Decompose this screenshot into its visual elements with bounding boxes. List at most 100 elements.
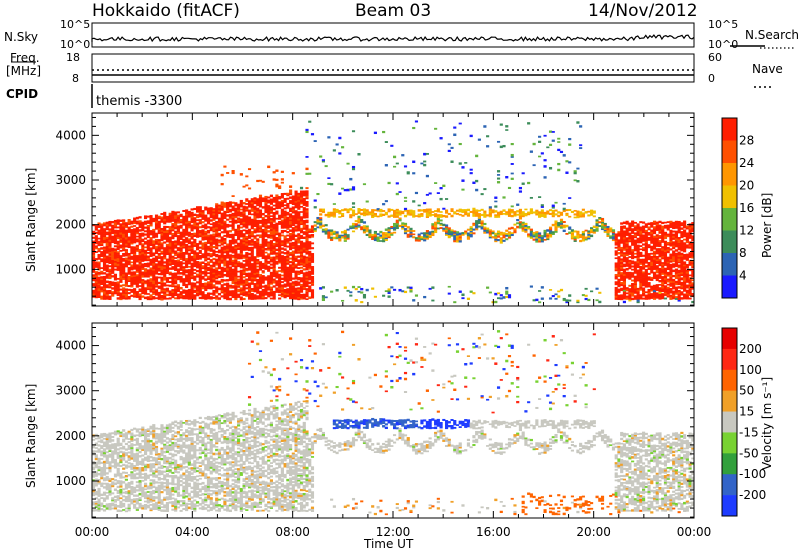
power-cell xyxy=(220,268,224,272)
power-cell xyxy=(620,277,624,280)
power-cell xyxy=(261,270,265,272)
power-cell xyxy=(286,253,290,256)
power-cell xyxy=(141,275,145,278)
power-cell xyxy=(198,276,202,279)
power-cell xyxy=(269,225,273,228)
power-cell xyxy=(258,276,263,278)
power-cell xyxy=(195,206,200,209)
power-cell xyxy=(100,223,104,226)
power-cell xyxy=(92,248,96,252)
power-cell xyxy=(376,240,380,242)
power-cell xyxy=(152,243,156,246)
power-cell xyxy=(494,292,498,296)
power-cell xyxy=(488,213,492,216)
power-cell xyxy=(633,241,637,244)
power-cell xyxy=(152,257,156,260)
power-cell xyxy=(250,289,254,292)
power-cell xyxy=(395,192,399,196)
power-cell xyxy=(562,297,566,300)
power-cell xyxy=(113,256,118,259)
power-cell xyxy=(113,248,118,251)
power-cell xyxy=(179,231,183,235)
power-cell xyxy=(625,240,629,243)
power-cell xyxy=(551,139,555,142)
power-cell xyxy=(149,247,153,250)
power-cell xyxy=(258,284,263,288)
power-cell xyxy=(165,238,170,241)
power-cell xyxy=(247,221,252,224)
power-cell xyxy=(119,236,123,239)
power-cell xyxy=(373,236,377,240)
power-cell xyxy=(160,267,164,271)
power-cell xyxy=(198,226,202,229)
power-cell xyxy=(258,236,263,239)
power-cell xyxy=(212,208,216,210)
power-cell xyxy=(384,238,388,241)
power-cell xyxy=(187,293,191,297)
power-cell xyxy=(272,211,276,215)
power-cell xyxy=(622,268,626,271)
power-cell xyxy=(595,221,599,224)
power-cell xyxy=(108,256,112,259)
power-cell xyxy=(182,297,186,300)
power-cell xyxy=(289,267,293,270)
power-cell xyxy=(223,251,227,254)
power-cell xyxy=(655,265,659,268)
power-cell xyxy=(102,253,107,256)
power-cell xyxy=(253,211,257,214)
power-cell xyxy=(234,283,238,286)
power-cell xyxy=(297,252,301,254)
power-cell xyxy=(267,215,271,218)
power-cell xyxy=(108,231,112,235)
power-cell xyxy=(190,248,194,251)
power-cell xyxy=(113,289,118,291)
power-cell xyxy=(124,235,128,238)
power-cell xyxy=(617,284,621,288)
power-cell xyxy=(242,263,246,266)
power-cell xyxy=(622,258,626,261)
power-cell xyxy=(354,299,358,302)
power-cell xyxy=(204,255,208,259)
power-cell xyxy=(171,210,175,214)
power-cell xyxy=(261,200,265,203)
power-cell xyxy=(655,250,659,253)
power-cell xyxy=(215,203,219,206)
power-cell xyxy=(212,214,216,217)
power-cell xyxy=(171,219,175,222)
power-cell xyxy=(562,207,566,211)
power-cell xyxy=(628,225,632,229)
power-cell xyxy=(639,268,643,271)
power-cell xyxy=(647,256,651,259)
power-cell xyxy=(253,224,257,228)
power-cell xyxy=(598,217,602,219)
power-cell xyxy=(228,235,232,239)
power-cell xyxy=(264,284,268,288)
power-cell xyxy=(291,172,295,175)
power-cell xyxy=(278,287,282,290)
power-cell xyxy=(190,226,194,228)
power-cell xyxy=(111,230,115,232)
power-cell xyxy=(280,214,284,217)
power-cell xyxy=(330,211,334,214)
power-cell xyxy=(165,252,170,255)
power-cell xyxy=(308,243,312,246)
power-cell xyxy=(108,297,112,300)
power-cell xyxy=(163,237,167,240)
power-cell xyxy=(278,220,282,223)
power-cell xyxy=(518,190,523,193)
power-cell xyxy=(650,296,654,299)
power-cell xyxy=(165,263,170,266)
power-cell xyxy=(119,284,123,288)
power-cell xyxy=(100,247,104,250)
power-cell xyxy=(269,260,273,263)
power-cell xyxy=(146,232,150,235)
power-cell xyxy=(258,263,263,266)
power-cell xyxy=(124,293,128,296)
power-cell xyxy=(349,227,353,230)
power-cell xyxy=(406,233,410,236)
power-cell xyxy=(639,274,643,277)
power-cell xyxy=(195,264,200,267)
power-cell xyxy=(310,294,315,297)
power-cell xyxy=(215,291,219,294)
power-cell xyxy=(579,213,583,216)
